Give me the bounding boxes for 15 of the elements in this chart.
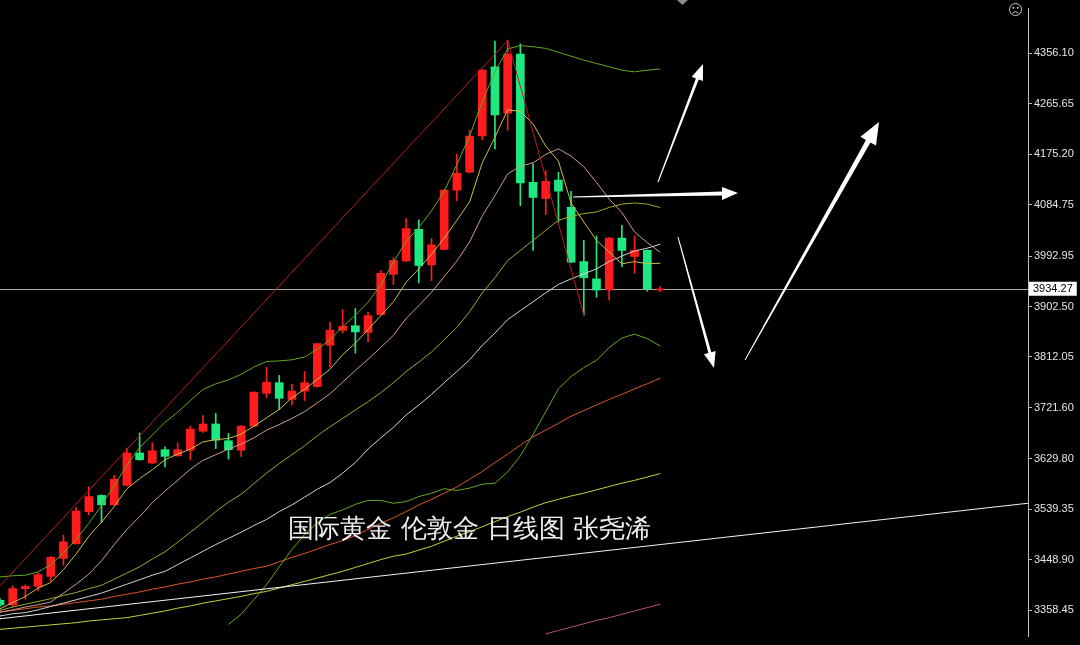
y-tick-label: 3358.45 [1034, 603, 1074, 616]
candlestick [579, 240, 589, 316]
ref-line-label: 3934.27 [1033, 282, 1073, 295]
y-tick-label: 4265.65 [1034, 96, 1074, 109]
y-tick-label: 3812.05 [1034, 350, 1074, 363]
y-tick-label: 4175.20 [1034, 147, 1074, 160]
y-tick-label: 4356.10 [1034, 46, 1074, 59]
y-tick-label: 3902.50 [1034, 299, 1074, 312]
y-tick-label: 3721.60 [1034, 400, 1074, 413]
y-tick-label: 4084.75 [1034, 197, 1074, 210]
y-tick-label: 3539.35 [1034, 502, 1074, 515]
y-tick-label: 3448.90 [1034, 552, 1074, 565]
y-tick-label: 3629.80 [1034, 451, 1074, 464]
candlestick [528, 163, 538, 251]
y-tick-label: 3992.95 [1034, 249, 1074, 262]
